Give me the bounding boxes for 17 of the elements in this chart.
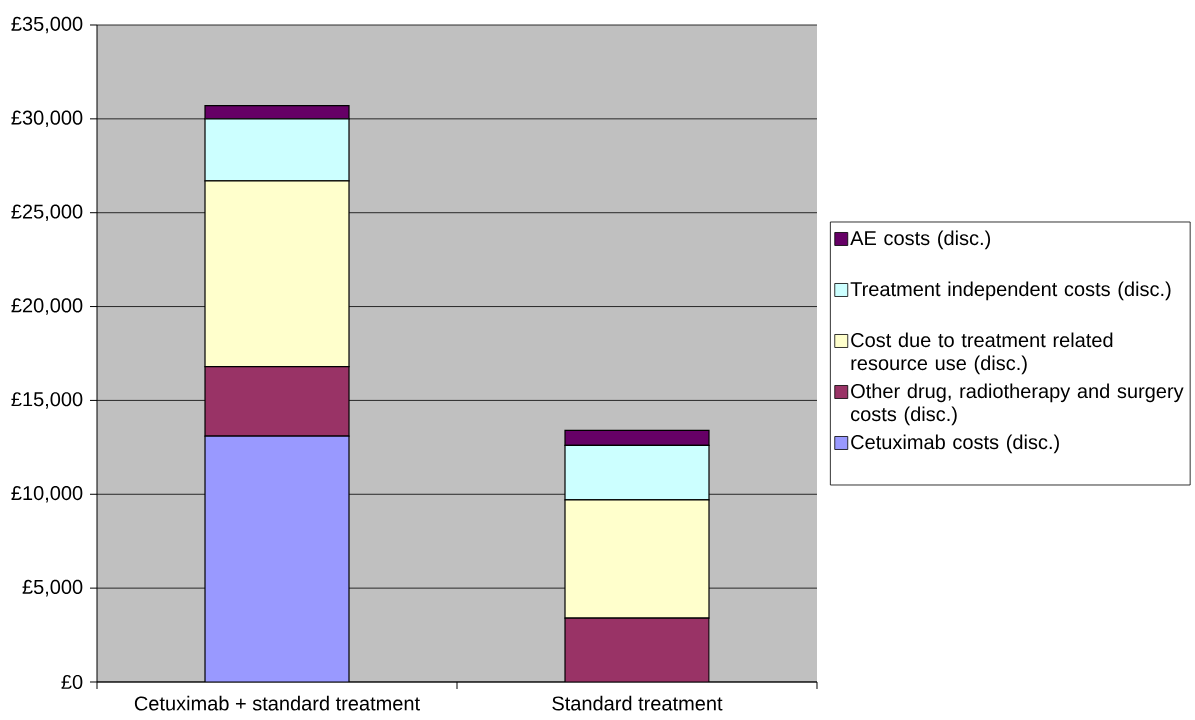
y-tick-label: £35,000 xyxy=(11,16,83,34)
x-tick-label: Cetuximab + standard treatment xyxy=(134,695,420,711)
legend-label: Other drug, radiotherapy and surgery costs (disc.) xyxy=(851,383,1184,426)
y-tick-label: £30,000 xyxy=(11,110,83,128)
legend-label: Cetuximab costs (disc.) xyxy=(851,434,1059,454)
y-tick-label: £20,000 xyxy=(11,298,83,315)
legend-label: AE costs (disc.) xyxy=(850,230,991,250)
y-tick-label: £0 xyxy=(61,674,83,690)
y-tick-label: £10,000 xyxy=(11,486,83,503)
bar xyxy=(564,617,710,682)
y-tick-label: £25,000 xyxy=(11,204,83,221)
y-tick-label: £5,000 xyxy=(22,579,83,597)
y-tick-label: £15,000 xyxy=(11,392,83,409)
legend-label: Treatment independent costs (disc.) xyxy=(850,281,1171,301)
bar xyxy=(204,366,350,437)
x-tick-label: Standard treatment xyxy=(552,695,723,711)
legend-label: Cost due to treatment related resource use (disc.) xyxy=(851,332,1113,375)
